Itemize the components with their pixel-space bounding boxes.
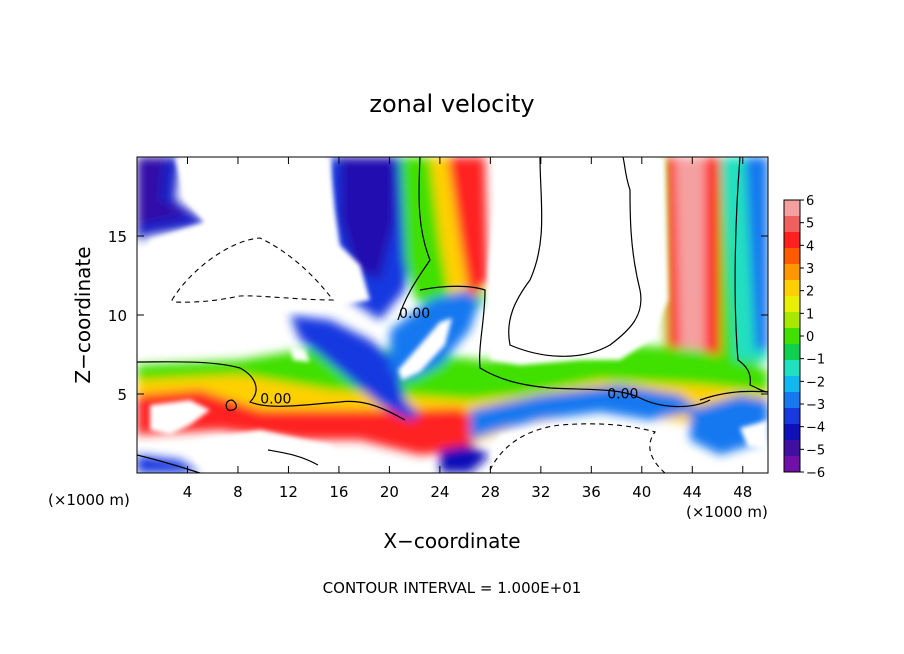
colorbar-tick-label: −2: [806, 375, 825, 390]
x-tick-label: 36: [582, 483, 601, 501]
colorbar-tick-label: 6: [806, 194, 814, 209]
x-unit-left: (×1000 m): [48, 491, 130, 509]
x-tick-label: 48: [733, 483, 752, 501]
x-axis-ticks: 4 8 12 16 20 24 28 32 36 40 44 48: [183, 157, 752, 501]
chart-title: zonal velocity: [369, 90, 534, 118]
colorbar-tick-label: 4: [806, 239, 814, 254]
x-tick-label: 4: [183, 483, 193, 501]
x-tick-label: 16: [329, 483, 348, 501]
colorbar-swatch: [784, 200, 800, 217]
contour-label: 0.00: [399, 306, 430, 322]
colorbar-labels: 6 5 4 3 2 1 0 −1 −2 −3 −4 −5 −6: [800, 194, 825, 481]
colorbar-swatch: [784, 440, 800, 457]
colorbar-tick-label: 5: [806, 217, 814, 232]
x-tick-label: 44: [683, 483, 702, 501]
contour-label: 0.00: [260, 391, 291, 407]
colorbar-tick-label: −5: [806, 443, 825, 458]
y-axis-label: Z−coordinate: [71, 246, 95, 383]
colorbar-tick-label: −1: [806, 353, 825, 368]
x-tick-label: 32: [531, 483, 550, 501]
colorbar-swatch: [784, 424, 800, 441]
colorbar-swatch: [784, 456, 800, 473]
y-axis-ticks: 5 10 15: [108, 228, 768, 404]
y-tick-label: 10: [108, 307, 127, 325]
x-tick-label: 20: [380, 483, 399, 501]
colorbar-swatch: [784, 280, 800, 297]
y-tick-label: 15: [108, 228, 127, 246]
colorbar-tick-label: −6: [806, 466, 825, 481]
x-tick-label: 28: [481, 483, 500, 501]
colorbar-swatch: [784, 392, 800, 409]
colorbar-tick-label: −4: [806, 421, 825, 436]
contour-label: 0.00: [607, 387, 638, 403]
colorbar-swatch: [784, 248, 800, 265]
colorbar-swatch: [784, 312, 800, 329]
colorbar-tick-label: 2: [806, 285, 814, 300]
colorbar-swatch: [784, 344, 800, 361]
x-unit-right: (×1000 m): [686, 503, 768, 521]
colorbar-swatch: [784, 264, 800, 281]
contour-labels: 0.00 0.00 0.00: [260, 306, 638, 407]
x-tick-label: 24: [430, 483, 449, 501]
y-tick-label: 5: [117, 386, 127, 404]
colorbar-tick-label: −3: [806, 398, 825, 413]
colorbar-tick-label: 0: [806, 330, 814, 345]
colorbar-swatch: [784, 328, 800, 345]
colorbar-tick-label: 3: [806, 262, 814, 277]
colorbar-swatch: [784, 296, 800, 313]
velocity-field: [137, 157, 768, 473]
contour-interval-note: CONTOUR INTERVAL = 1.000E+01: [323, 579, 582, 597]
colorbar-swatch: [784, 408, 800, 425]
x-tick-label: 40: [632, 483, 651, 501]
colorbar-tick-label: 1: [806, 307, 814, 322]
colorbar-swatch: [784, 376, 800, 393]
x-tick-label: 12: [279, 483, 298, 501]
x-tick-label: 8: [233, 483, 243, 501]
colorbar-swatch: [784, 360, 800, 377]
colorbar-swatch: [784, 216, 800, 233]
colorbar-swatch: [784, 232, 800, 249]
x-axis-label: X−coordinate: [383, 529, 520, 553]
colorbar: [783, 199, 801, 473]
